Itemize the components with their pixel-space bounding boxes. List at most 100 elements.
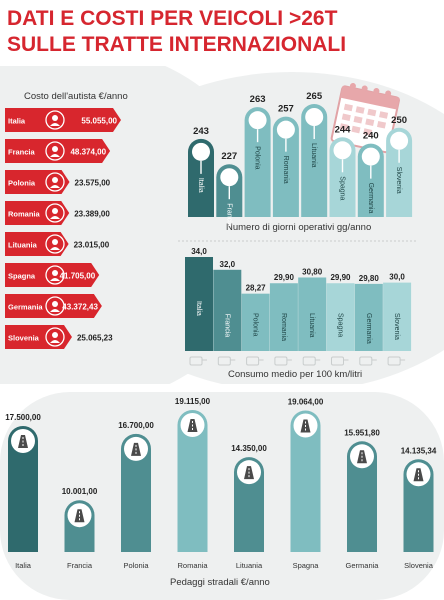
pin-icon [333,141,352,160]
fuel-value: 29,80 [359,274,380,283]
toll-value: 15.951,80 [344,428,380,437]
highway-icon [180,413,205,437]
driver-cost-chart: Costo dell'autista €/anno Italia 55.055,0… [5,91,128,349]
highway-icon [67,503,92,528]
operating-days-title: Numero di giorni operativi gg/anno [226,222,371,233]
pin-icon [220,168,239,187]
toll-bar [121,433,151,552]
driver-cost-category: Germania [8,303,43,312]
fuel-value: 29,90 [330,273,351,282]
toll-value: 14.350,00 [231,444,267,453]
fuel-icon [189,356,207,366]
title-line-2: SULLE TRATTE INTERNAZIONALI [7,33,346,56]
toll-category: Slovenia [404,561,434,570]
country-flag [5,173,49,191]
driver-cost-category: Slovenia [8,334,40,343]
toll-category: Polonia [123,561,149,570]
days-category: Slovenia [395,167,402,194]
fuel-icon [359,356,377,366]
title-line-1: DATI E COSTI PER VEICOLI >26T [7,7,338,30]
days-value: 263 [250,94,266,105]
toll-category: Romania [177,561,208,570]
fuel-category: Romania [280,313,287,341]
days-bar [272,116,299,217]
driver-icon [45,234,65,254]
days-value: 243 [193,126,209,137]
highway-icon [237,460,261,485]
highway-icon [293,413,318,438]
fuel-bar [241,293,270,351]
days-value: 240 [363,131,379,142]
fuel-icon [387,356,406,366]
fuel-category: Slovenia [393,313,400,340]
fuel-consumption-chart: Consumo medio per 100 km/litri 34,0 Itali… [185,247,412,380]
days-value: 257 [278,104,294,115]
driver-cost-value: 55.055,00 [81,117,117,126]
driver-cost-value: 25.065,23 [77,334,113,343]
driver-icon [45,327,65,347]
fuel-value: 29,90 [274,273,295,282]
driver-icon [45,110,65,130]
fuel-bar [298,277,327,351]
days-value: 265 [306,91,323,102]
road-tolls-chart: Pedaggi stradali €/anno 17.500,00 Italia 1… [5,397,437,588]
fuel-bar [185,257,213,351]
days-category: Lituania [310,143,317,168]
days-value: 244 [335,124,352,135]
fuel-bar [326,283,355,351]
fuel-consumption-title: Consumo medio per 100 km/litri [228,369,362,380]
country-flag [5,204,49,222]
toll-bar [347,441,377,552]
toll-value: 19.115,00 [175,397,211,406]
toll-value: 16.700,00 [118,421,154,430]
driver-cost-category: Francia [8,148,36,157]
toll-category: Italia [15,561,32,570]
country-flag [5,235,49,253]
driver-cost-value: 23.389,00 [74,210,110,219]
driver-cost-category: Spagna [8,272,36,281]
fuel-icon [331,356,349,366]
fuel-category: Lituania [308,313,315,338]
pin-icon [390,131,409,150]
driver-icon [45,265,65,285]
country-flag [5,328,49,346]
days-category: Polonia [254,146,261,169]
road-tolls-title: Pedaggi stradali €/anno [170,577,270,588]
toll-value: 19.064,00 [288,398,324,407]
fuel-icon [302,356,321,366]
toll-bar [8,425,38,552]
fuel-icon [246,356,264,366]
toll-category: Lituania [236,561,263,570]
toll-value: 14.135,34 [401,446,437,455]
fuel-bar [383,282,412,351]
driver-cost-category: Romania [8,210,41,219]
driver-cost-value: 23.575,00 [75,179,111,188]
pin-icon [248,111,267,130]
days-value: 250 [391,115,407,126]
pin-icon [305,108,324,126]
days-category: Spagna [339,176,346,200]
fuel-icon [274,356,292,366]
days-bar [329,137,356,217]
fuel-category: Francia [223,314,230,337]
days-bar [244,107,271,217]
fuel-bar [269,283,298,351]
highway-icon [406,462,431,487]
operating-days-chart: Numero di giorni operativi gg/anno 243 It… [178,82,418,242]
days-bar [386,127,413,217]
fuel-value: 34,0 [191,247,207,256]
fuel-category: Italia [195,301,202,316]
country-flag [5,111,49,129]
days-category: Italia [197,178,204,193]
toll-category: Germania [346,561,380,570]
toll-category: Spagna [293,561,320,570]
fuel-category: Germania [365,313,372,344]
days-category: Romania [282,156,289,184]
calendar-icon [330,82,400,154]
days-category: Germania [367,183,374,214]
toll-category: Francia [67,561,93,570]
days-bar [188,138,214,217]
country-flag [5,297,49,315]
toll-value: 10.001,00 [62,487,98,496]
